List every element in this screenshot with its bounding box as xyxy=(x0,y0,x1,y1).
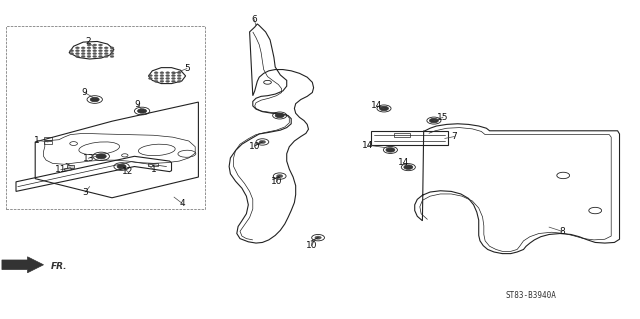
Circle shape xyxy=(81,56,85,57)
Circle shape xyxy=(87,56,91,57)
Circle shape xyxy=(177,80,181,82)
Text: 9: 9 xyxy=(82,88,87,97)
Circle shape xyxy=(275,113,284,118)
Circle shape xyxy=(160,72,164,74)
Polygon shape xyxy=(64,168,72,171)
Circle shape xyxy=(110,56,114,57)
Circle shape xyxy=(160,78,164,79)
Text: 4: 4 xyxy=(180,199,185,208)
Circle shape xyxy=(380,106,388,111)
Text: 14: 14 xyxy=(397,158,409,167)
Circle shape xyxy=(87,50,91,52)
Text: 7: 7 xyxy=(452,132,457,141)
Text: 8: 8 xyxy=(559,227,564,236)
Circle shape xyxy=(160,80,164,82)
Circle shape xyxy=(76,53,79,55)
Circle shape xyxy=(315,236,321,239)
Circle shape xyxy=(172,80,175,82)
Text: 1: 1 xyxy=(151,165,156,174)
Text: 12: 12 xyxy=(122,167,134,176)
Circle shape xyxy=(386,148,395,152)
Circle shape xyxy=(177,78,181,79)
Circle shape xyxy=(110,47,114,49)
Text: 11: 11 xyxy=(55,165,67,174)
Text: 14: 14 xyxy=(362,141,374,150)
Circle shape xyxy=(154,75,158,77)
Circle shape xyxy=(110,50,114,52)
Circle shape xyxy=(110,53,114,55)
Circle shape xyxy=(99,47,102,49)
Text: 1: 1 xyxy=(35,136,40,145)
Circle shape xyxy=(87,47,91,49)
Circle shape xyxy=(154,80,158,82)
Text: 14: 14 xyxy=(371,101,382,110)
Circle shape xyxy=(138,109,147,113)
Circle shape xyxy=(76,47,79,49)
Circle shape xyxy=(99,53,102,55)
Circle shape xyxy=(166,78,170,79)
Circle shape xyxy=(177,72,181,74)
Circle shape xyxy=(166,80,170,82)
Circle shape xyxy=(154,78,158,79)
Circle shape xyxy=(81,53,85,55)
Circle shape xyxy=(70,53,74,55)
Circle shape xyxy=(104,47,108,49)
Text: 10: 10 xyxy=(306,241,317,250)
Circle shape xyxy=(99,56,102,57)
Circle shape xyxy=(76,50,79,52)
Text: 13: 13 xyxy=(83,154,94,163)
Circle shape xyxy=(76,56,79,57)
Circle shape xyxy=(99,50,102,52)
Text: 5: 5 xyxy=(184,64,189,73)
Circle shape xyxy=(104,56,108,57)
Circle shape xyxy=(160,75,164,77)
Circle shape xyxy=(90,97,99,102)
Circle shape xyxy=(93,56,97,57)
Circle shape xyxy=(117,164,126,169)
Circle shape xyxy=(96,154,106,159)
Circle shape xyxy=(166,75,170,77)
Circle shape xyxy=(81,50,85,52)
Circle shape xyxy=(87,44,91,46)
Text: 2: 2 xyxy=(85,37,90,46)
Circle shape xyxy=(104,53,108,55)
Circle shape xyxy=(93,53,97,55)
Text: 6: 6 xyxy=(252,15,257,24)
Circle shape xyxy=(172,78,175,79)
Circle shape xyxy=(154,72,158,74)
Circle shape xyxy=(70,50,74,52)
Circle shape xyxy=(177,75,181,77)
Circle shape xyxy=(87,53,91,55)
Polygon shape xyxy=(67,165,74,168)
Circle shape xyxy=(104,50,108,52)
Circle shape xyxy=(93,50,97,52)
Text: 9: 9 xyxy=(135,100,140,109)
Circle shape xyxy=(81,47,85,49)
Circle shape xyxy=(148,75,152,77)
Circle shape xyxy=(148,78,152,79)
Text: FR.: FR. xyxy=(51,262,68,271)
Circle shape xyxy=(93,44,97,46)
Text: 3: 3 xyxy=(83,188,88,197)
Text: 10: 10 xyxy=(249,142,260,151)
Circle shape xyxy=(93,47,97,49)
Circle shape xyxy=(429,118,438,123)
Polygon shape xyxy=(2,257,44,273)
Circle shape xyxy=(99,44,102,46)
Text: 10: 10 xyxy=(271,177,282,186)
Circle shape xyxy=(404,165,413,169)
Text: 15: 15 xyxy=(437,113,449,122)
Circle shape xyxy=(276,174,283,178)
Circle shape xyxy=(166,72,170,74)
Circle shape xyxy=(172,75,175,77)
Circle shape xyxy=(172,72,175,74)
Text: ST83-B3940A: ST83-B3940A xyxy=(506,291,557,300)
Circle shape xyxy=(259,140,266,144)
